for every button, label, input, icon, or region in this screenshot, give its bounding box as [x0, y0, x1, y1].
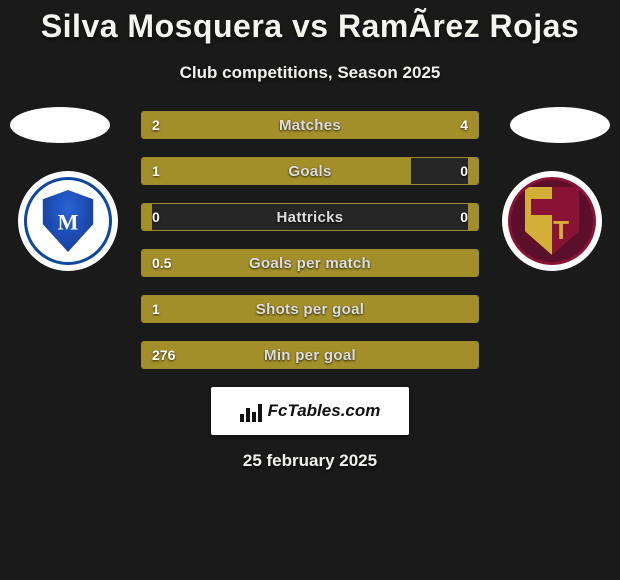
shield-icon [525, 187, 579, 255]
stat-value-left: 2 [152, 112, 160, 138]
stat-label: Shots per goal [142, 296, 478, 322]
page-subtitle: Club competitions, Season 2025 [0, 63, 620, 83]
stat-label: Hattricks [142, 204, 478, 230]
team-badge-right [502, 171, 602, 271]
chart-icon [240, 400, 262, 422]
brand-text: FcTables.com [268, 401, 381, 421]
page-title: Silva Mosquera vs RamÃ­rez Rojas [0, 0, 620, 45]
stat-value-left: 1 [152, 296, 160, 322]
player-platform-right [510, 107, 610, 143]
stat-value-left: 0 [152, 204, 160, 230]
stat-label: Min per goal [142, 342, 478, 368]
stat-label: Goals [142, 158, 478, 184]
brand-badge: FcTables.com [211, 387, 409, 435]
team-badge-left [18, 171, 118, 271]
stat-value-right: 0 [460, 158, 468, 184]
stat-row: Shots per goal1 [141, 295, 479, 323]
stat-value-right: 4 [460, 112, 468, 138]
stat-row: Goals per match0.5 [141, 249, 479, 277]
date-label: 25 february 2025 [0, 451, 620, 471]
stat-label: Goals per match [142, 250, 478, 276]
player-platform-left [10, 107, 110, 143]
stat-row: Matches2 4 [141, 111, 479, 139]
stat-row: Hattricks0 0 [141, 203, 479, 231]
comparison-bars: Matches24Goals10Hattricks00Goals per mat… [141, 111, 479, 369]
stat-value-left: 0.5 [152, 250, 171, 276]
shield-icon [40, 190, 96, 252]
stat-value-right: 0 [460, 204, 468, 230]
stat-row: Min per goal276 [141, 341, 479, 369]
stat-label: Matches [142, 112, 478, 138]
stat-value-left: 1 [152, 158, 160, 184]
comparison-arena: Matches24Goals10Hattricks00Goals per mat… [0, 111, 620, 471]
stat-value-left: 276 [152, 342, 175, 368]
stat-row: Goals1 0 [141, 157, 479, 185]
